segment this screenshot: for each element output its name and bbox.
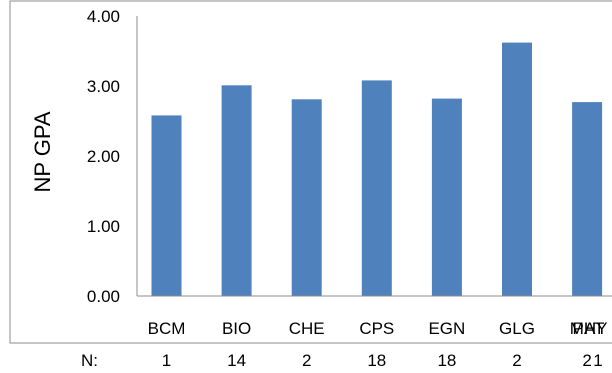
y-tick-label: 4.00 — [87, 7, 120, 26]
bar-glg — [502, 42, 532, 296]
n-value: 18 — [367, 351, 386, 370]
bar-bio — [221, 85, 252, 296]
n-value: 1 — [162, 351, 171, 370]
x-category-label: CPS — [359, 319, 394, 338]
x-category-label: GLG — [499, 319, 535, 338]
n-row-label: N: — [81, 351, 98, 370]
x-category-label: CHE — [289, 319, 325, 338]
x-category-label: BCM — [148, 319, 186, 338]
y-axis-title: NP GPA — [30, 111, 55, 192]
n-value: 18 — [437, 351, 456, 370]
bar-egn — [431, 98, 462, 296]
n-value: 1 — [593, 351, 602, 370]
bar-che — [291, 99, 322, 296]
bar-mat — [572, 102, 603, 296]
y-tick-labels: 0.00 1.00 2.00 3.00 4.00 — [87, 7, 120, 306]
y-tick-label: 3.00 — [87, 77, 120, 96]
n-value: 2 — [582, 351, 591, 370]
x-category-label: PHY — [573, 319, 608, 338]
n-value: 2 — [302, 351, 311, 370]
y-tick-label: 2.00 — [87, 147, 120, 166]
bars — [151, 42, 603, 297]
x-category-label: EGN — [428, 319, 465, 338]
bar-bcm — [151, 115, 182, 297]
n-value: 14 — [227, 351, 246, 370]
bar-cps — [361, 80, 392, 297]
n-value: 2 — [512, 351, 521, 370]
x-category-label: MAT — [570, 319, 605, 338]
y-tick-label: 0.00 — [87, 287, 120, 306]
n-values: 1 14 2 18 18 2 2 1 — [162, 351, 603, 370]
x-category-label: BIO — [222, 319, 251, 338]
y-tick-label: 1.00 — [87, 217, 120, 236]
